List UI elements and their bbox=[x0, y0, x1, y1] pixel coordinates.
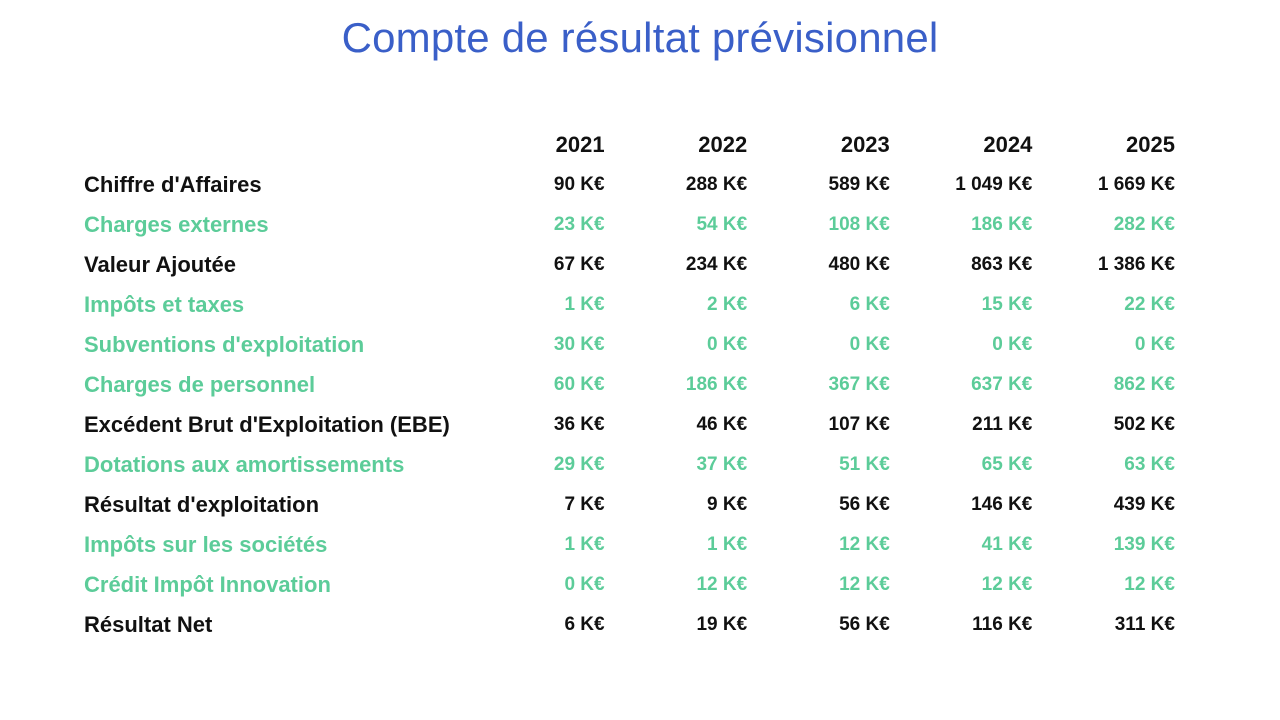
value-cell: 51 K€ bbox=[747, 445, 890, 485]
table-body: Chiffre d'Affaires 90 K€ 288 K€ 589 K€ 1 049… bbox=[84, 165, 1175, 645]
row-label: Impôts et taxes bbox=[84, 285, 462, 325]
income-statement-table: 2021 2022 2023 2024 2025 Chiffre d'Affai… bbox=[84, 125, 1175, 645]
page-title: Compte de résultat prévisionnel bbox=[0, 10, 1280, 66]
value-cell: 1 K€ bbox=[462, 525, 605, 565]
value-cell: 90 K€ bbox=[462, 165, 605, 205]
row-label: Chiffre d'Affaires bbox=[84, 165, 462, 205]
value-cell: 0 K€ bbox=[747, 325, 890, 365]
row-label: Charges de personnel bbox=[84, 365, 462, 405]
value-cell: 480 K€ bbox=[747, 245, 890, 285]
value-cell: 0 K€ bbox=[890, 325, 1033, 365]
value-cell: 12 K€ bbox=[1032, 565, 1175, 605]
value-cell: 12 K€ bbox=[747, 565, 890, 605]
value-cell: 22 K€ bbox=[1032, 285, 1175, 325]
value-cell: 439 K€ bbox=[1032, 485, 1175, 525]
value-cell: 6 K€ bbox=[462, 605, 605, 645]
value-cell: 1 049 K€ bbox=[890, 165, 1033, 205]
value-cell: 288 K€ bbox=[605, 165, 748, 205]
value-cell: 12 K€ bbox=[890, 565, 1033, 605]
value-cell: 7 K€ bbox=[462, 485, 605, 525]
value-cell: 1 K€ bbox=[462, 285, 605, 325]
value-cell: 54 K€ bbox=[605, 205, 748, 245]
table-row: Charges de personnel 60 K€ 186 K€ 367 K€ 637… bbox=[84, 365, 1175, 405]
row-label: Crédit Impôt Innovation bbox=[84, 565, 462, 605]
value-cell: 60 K€ bbox=[462, 365, 605, 405]
table-row: Excédent Brut d'Exploitation (EBE) 36 K€ 4… bbox=[84, 405, 1175, 445]
table-row: Crédit Impôt Innovation 0 K€ 12 K€ 12 K€ 12 … bbox=[84, 565, 1175, 605]
row-label: Impôts sur les sociétés bbox=[84, 525, 462, 565]
year-header: 2022 bbox=[605, 125, 748, 165]
row-label: Résultat Net bbox=[84, 605, 462, 645]
value-cell: 863 K€ bbox=[890, 245, 1033, 285]
year-header: 2021 bbox=[462, 125, 605, 165]
value-cell: 0 K€ bbox=[1032, 325, 1175, 365]
value-cell: 107 K€ bbox=[747, 405, 890, 445]
value-cell: 186 K€ bbox=[890, 205, 1033, 245]
year-header: 2025 bbox=[1032, 125, 1175, 165]
table-row: Résultat d'exploitation 7 K€ 9 K€ 56 K€ 146 … bbox=[84, 485, 1175, 525]
value-cell: 15 K€ bbox=[890, 285, 1033, 325]
value-cell: 146 K€ bbox=[890, 485, 1033, 525]
row-label: Charges externes bbox=[84, 205, 462, 245]
value-cell: 6 K€ bbox=[747, 285, 890, 325]
value-cell: 637 K€ bbox=[890, 365, 1033, 405]
value-cell: 108 K€ bbox=[747, 205, 890, 245]
value-cell: 56 K€ bbox=[747, 485, 890, 525]
value-cell: 211 K€ bbox=[890, 405, 1033, 445]
value-cell: 589 K€ bbox=[747, 165, 890, 205]
table-row: Valeur Ajoutée 67 K€ 234 K€ 480 K€ 863 K€ 1 3… bbox=[84, 245, 1175, 285]
table-row: Impôts sur les sociétés 1 K€ 1 K€ 12 K€ 41 K… bbox=[84, 525, 1175, 565]
row-label: Excédent Brut d'Exploitation (EBE) bbox=[84, 405, 462, 445]
value-cell: 1 K€ bbox=[605, 525, 748, 565]
value-cell: 502 K€ bbox=[1032, 405, 1175, 445]
value-cell: 12 K€ bbox=[605, 565, 748, 605]
value-cell: 2 K€ bbox=[605, 285, 748, 325]
value-cell: 1 386 K€ bbox=[1032, 245, 1175, 285]
table-row: Résultat Net 6 K€ 19 K€ 56 K€ 116 K€ 311 K€ bbox=[84, 605, 1175, 645]
value-cell: 37 K€ bbox=[605, 445, 748, 485]
row-label: Résultat d'exploitation bbox=[84, 485, 462, 525]
year-header: 2023 bbox=[747, 125, 890, 165]
value-cell: 282 K€ bbox=[1032, 205, 1175, 245]
value-cell: 186 K€ bbox=[605, 365, 748, 405]
value-cell: 311 K€ bbox=[1032, 605, 1175, 645]
value-cell: 65 K€ bbox=[890, 445, 1033, 485]
value-cell: 12 K€ bbox=[747, 525, 890, 565]
value-cell: 19 K€ bbox=[605, 605, 748, 645]
value-cell: 29 K€ bbox=[462, 445, 605, 485]
value-cell: 36 K€ bbox=[462, 405, 605, 445]
year-header: 2024 bbox=[890, 125, 1033, 165]
value-cell: 0 K€ bbox=[462, 565, 605, 605]
value-cell: 0 K€ bbox=[605, 325, 748, 365]
value-cell: 862 K€ bbox=[1032, 365, 1175, 405]
value-cell: 56 K€ bbox=[747, 605, 890, 645]
row-label: Valeur Ajoutée bbox=[84, 245, 462, 285]
row-label: Dotations aux amortissements bbox=[84, 445, 462, 485]
value-cell: 234 K€ bbox=[605, 245, 748, 285]
value-cell: 9 K€ bbox=[605, 485, 748, 525]
value-cell: 30 K€ bbox=[462, 325, 605, 365]
value-cell: 139 K€ bbox=[1032, 525, 1175, 565]
table-row: Chiffre d'Affaires 90 K€ 288 K€ 589 K€ 1 049… bbox=[84, 165, 1175, 205]
value-cell: 23 K€ bbox=[462, 205, 605, 245]
header-label-cell bbox=[84, 125, 462, 165]
row-label: Subventions d'exploitation bbox=[84, 325, 462, 365]
value-cell: 367 K€ bbox=[747, 365, 890, 405]
table-header-row: 2021 2022 2023 2024 2025 bbox=[84, 125, 1175, 165]
table-row: Charges externes 23 K€ 54 K€ 108 K€ 186 K€ 28… bbox=[84, 205, 1175, 245]
value-cell: 116 K€ bbox=[890, 605, 1033, 645]
table-row: Impôts et taxes 1 K€ 2 K€ 6 K€ 15 K€ 22 K€ bbox=[84, 285, 1175, 325]
value-cell: 67 K€ bbox=[462, 245, 605, 285]
value-cell: 1 669 K€ bbox=[1032, 165, 1175, 205]
table-row: Subventions d'exploitation 30 K€ 0 K€ 0 K€ 0… bbox=[84, 325, 1175, 365]
value-cell: 63 K€ bbox=[1032, 445, 1175, 485]
value-cell: 46 K€ bbox=[605, 405, 748, 445]
table-row: Dotations aux amortissements 29 K€ 37 K€ 51… bbox=[84, 445, 1175, 485]
value-cell: 41 K€ bbox=[890, 525, 1033, 565]
